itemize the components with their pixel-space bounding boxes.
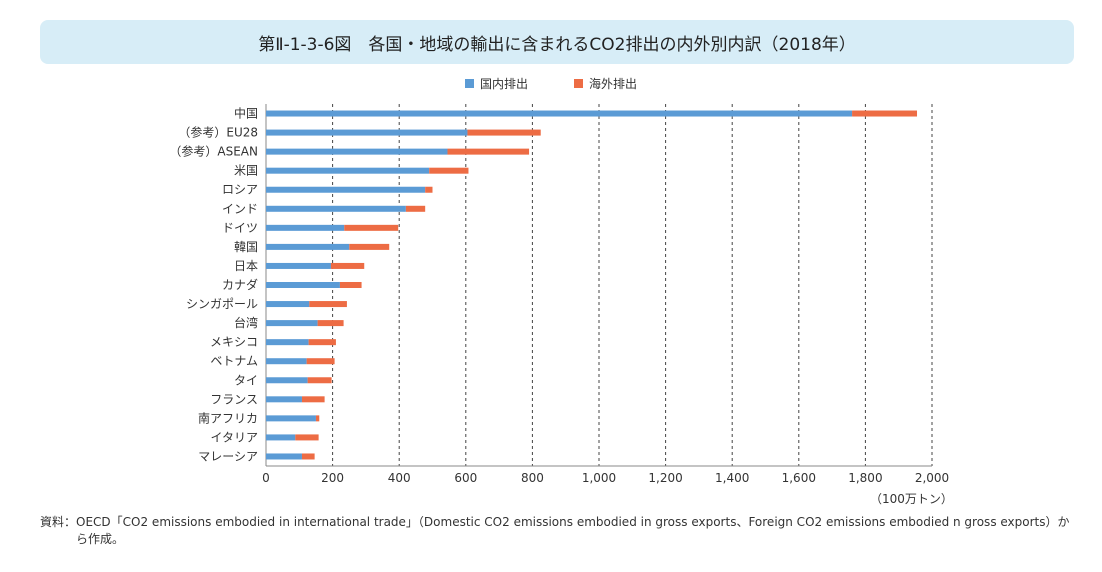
- bar-foreign: [301, 453, 315, 460]
- x-tick-label: 0: [262, 471, 270, 485]
- bar-foreign: [307, 377, 332, 384]
- y-category-label: 中国: [234, 106, 258, 121]
- bar-domestic: [266, 320, 318, 327]
- chart-title-banner: 第Ⅱ-1-3-6図 各国・地域の輸出に含まれるCO2排出の内外別内訳（2018年…: [40, 20, 1074, 64]
- bar-domestic: [266, 148, 448, 155]
- bar-domestic: [266, 282, 340, 288]
- y-category-label: タイ: [234, 373, 258, 387]
- y-category-label: 日本: [234, 259, 258, 273]
- y-category-label: シンガポール: [186, 297, 258, 311]
- source-note: 資料： OECD「CO2 emissions embodied in inter…: [40, 514, 1080, 548]
- x-tick-label: 1,200: [648, 471, 682, 485]
- bar-foreign: [425, 186, 433, 193]
- bar-domestic: [266, 262, 331, 269]
- x-tick-label: 1,800: [848, 471, 882, 485]
- bar-domestic: [266, 339, 309, 346]
- x-axis-unit: （100万トン）: [870, 492, 953, 506]
- y-category-label: ロシア: [222, 183, 258, 197]
- bar-foreign: [405, 205, 426, 212]
- bar-foreign: [309, 301, 347, 308]
- legend-swatch-foreign: [574, 79, 583, 88]
- y-category-label: 韓国: [234, 240, 258, 254]
- legend-label-domestic: 国内排出: [479, 77, 528, 91]
- y-category-label: マレーシア: [198, 449, 258, 463]
- y-category-label: インド: [222, 202, 258, 216]
- bar-foreign: [467, 129, 541, 136]
- bar-domestic: [266, 224, 345, 231]
- x-tick-label: 1,000: [582, 471, 616, 485]
- bar-foreign: [315, 415, 320, 422]
- x-tick-label: 400: [388, 471, 411, 485]
- bar-foreign: [317, 320, 344, 327]
- y-category-label: フランス: [210, 392, 258, 406]
- bar-domestic: [266, 301, 310, 308]
- bar-foreign: [308, 339, 336, 346]
- bar-foreign: [852, 110, 918, 117]
- bar-foreign: [447, 148, 530, 155]
- x-tick-label: 800: [521, 471, 544, 485]
- y-category-label: カナダ: [222, 277, 258, 292]
- bar-foreign: [339, 282, 362, 288]
- y-category-label: 米国: [234, 164, 258, 178]
- bar-domestic: [266, 396, 302, 403]
- y-category-label: ドイツ: [222, 221, 258, 235]
- bar-foreign: [306, 358, 335, 365]
- bar-foreign: [349, 243, 390, 250]
- y-category-label: メキシコ: [210, 335, 258, 349]
- y-category-label: （参考）ASEAN: [169, 144, 258, 159]
- bar-domestic: [266, 129, 468, 136]
- legend-item-domestic: 国内排出: [464, 75, 528, 92]
- bar-domestic: [266, 358, 307, 365]
- x-tick-label: 600: [454, 471, 477, 485]
- bar-domestic: [266, 205, 406, 212]
- bar-foreign: [429, 167, 469, 174]
- bar-foreign: [344, 224, 399, 231]
- bar-domestic: [266, 110, 853, 117]
- bar-foreign: [295, 434, 319, 441]
- bar-domestic: [266, 415, 316, 422]
- x-tick-label: 200: [321, 471, 344, 485]
- bar-domestic: [266, 377, 308, 384]
- legend-label-foreign: 海外排出: [589, 77, 638, 91]
- bar-foreign: [301, 396, 325, 403]
- y-category-label: 南アフリカ: [198, 410, 258, 425]
- y-category-label: （参考）EU28: [178, 125, 258, 140]
- bar-domestic: [266, 243, 350, 250]
- source-text: OECD「CO2 emissions embodied in internati…: [76, 515, 1070, 546]
- source-label: 資料：: [40, 515, 77, 529]
- legend-swatch-domestic: [464, 79, 474, 88]
- y-category-label: 台湾: [234, 315, 258, 330]
- x-tick-label: 1,600: [782, 471, 816, 485]
- bar-domestic: [266, 167, 430, 174]
- y-category-label: ベトナム: [210, 354, 258, 368]
- bar-domestic: [266, 434, 296, 441]
- chart-title: 第Ⅱ-1-3-6図 各国・地域の輸出に含まれるCO2排出の内外別内訳（2018年…: [258, 34, 856, 55]
- x-tick-label: 1,400: [715, 471, 749, 485]
- legend: 国内排出 海外排出: [0, 75, 1102, 92]
- bar-domestic: [266, 186, 426, 193]
- bar-domestic: [266, 453, 302, 460]
- bar-foreign: [330, 262, 365, 269]
- y-category-label: イタリア: [210, 430, 258, 444]
- x-tick-label: 2,000: [915, 471, 949, 485]
- legend-item-foreign: 海外排出: [574, 75, 637, 92]
